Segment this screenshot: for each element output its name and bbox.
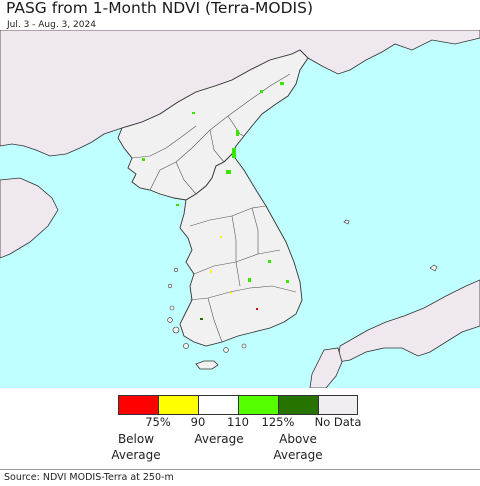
- legend-swatch-110-125: [238, 395, 279, 415]
- legend-tick-110: 110: [227, 415, 249, 429]
- legend-below-average: Below Average: [111, 432, 161, 462]
- legend: 75% 90 110 125% No Data Below Average Av…: [0, 395, 480, 465]
- legend-swatch-above-125: [278, 395, 319, 415]
- source-text: Source: NDVI MODIS-Terra at 250-m: [4, 472, 174, 483]
- island-east: [429, 264, 438, 272]
- map: [0, 30, 480, 388]
- legend-average: Average: [194, 432, 244, 446]
- legend-tick-75: 75%: [145, 415, 171, 429]
- neighbor-land-kyushu: [309, 347, 343, 388]
- legend-swatch-75-90: [158, 395, 199, 415]
- province-borders: [131, 73, 297, 343]
- legend-swatch-90-110: [198, 395, 239, 415]
- page-title: PASG from 1-Month NDVI (Terra-MODIS): [6, 0, 314, 17]
- neighbor-land-west: [0, 177, 59, 259]
- legend-swatch-below-75: [118, 395, 159, 415]
- south-korea: [179, 153, 303, 347]
- source-footer: Source: NDVI MODIS-Terra at 250-m: [0, 469, 480, 486]
- legend-no-data: No Data: [314, 415, 362, 429]
- legend-above-average: Above Average: [273, 432, 323, 462]
- southwest-islands: [167, 267, 247, 353]
- legend-tick-90: 90: [190, 415, 206, 429]
- date-range: Jul. 3 - Aug. 3, 2024: [7, 20, 96, 30]
- legend-tick-125: 125%: [261, 415, 295, 429]
- island-ulleung: [343, 219, 350, 225]
- island-jeju: [195, 360, 219, 370]
- ndvi-specks: [142, 82, 289, 320]
- north-korea: [117, 49, 309, 201]
- neighbor-land-japan: [337, 279, 480, 363]
- legend-swatch-no-data: [318, 395, 358, 415]
